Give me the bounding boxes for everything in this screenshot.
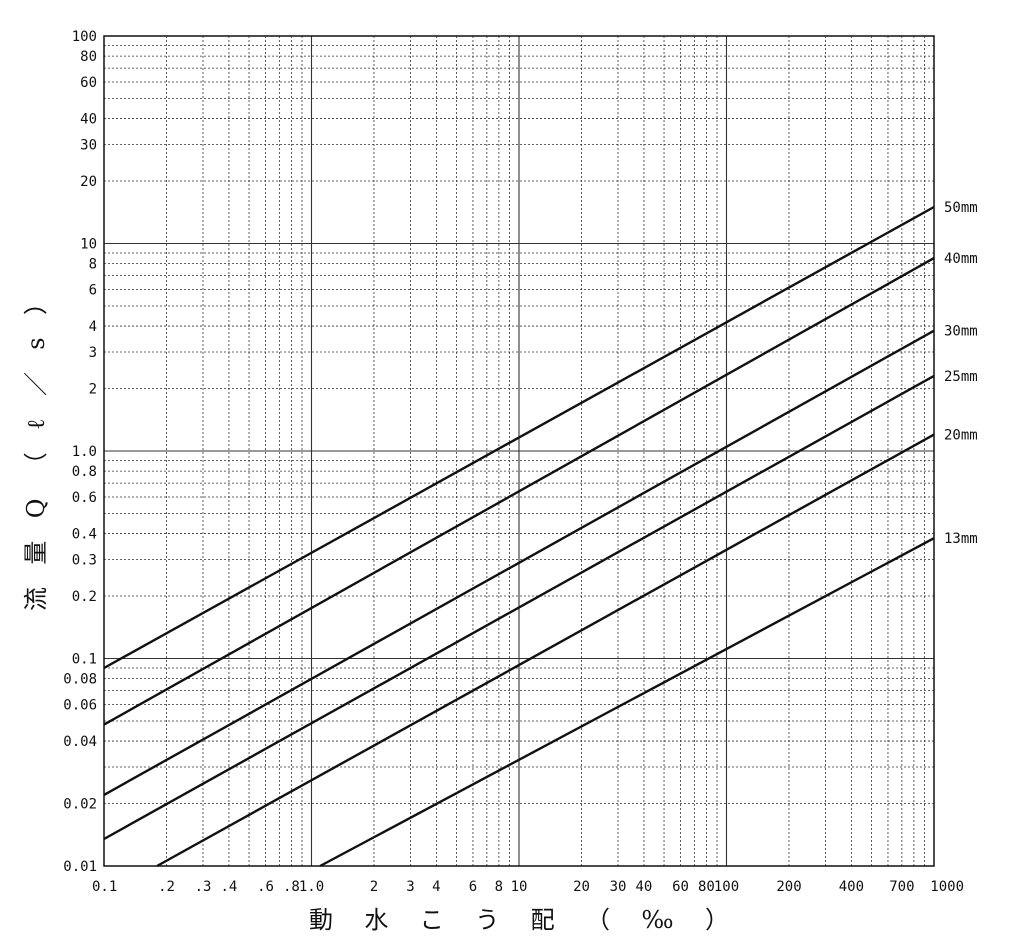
y-tick-label: 2 [89,382,97,398]
x-tick-label: .4 [220,879,237,895]
x-tick-label: 8 [495,879,503,895]
y-tick-label: 0.08 [63,672,97,688]
series-line-25mm [103,374,935,841]
y-axis-title: 流量Q（ℓ／s） [22,291,50,611]
x-tick-label: 3 [406,879,414,895]
y-tick-label: 80 [80,49,97,65]
series-line-20mm [156,433,935,868]
series-label-20mm: 20mm [944,428,978,444]
x-tick-label: 80 [698,879,715,895]
x-tick-label: 700 [889,879,914,895]
y-tick-label: 10 [80,237,97,253]
series-line-50mm [103,205,935,670]
x-tick-label: 0.1 [92,879,117,895]
y-tick-label: 0.2 [72,589,97,605]
series-label-30mm: 30mm [944,324,978,340]
x-tick-label: 400 [839,879,864,895]
x-tick-label: 1.0 [299,879,324,895]
series-label-50mm: 50mm [944,200,978,216]
x-axis-title: 動水こう配（‰） [309,906,729,934]
x-tick-label: 2 [370,879,378,895]
x-tick-label: .8 [283,879,300,895]
y-tick-label: 0.6 [72,490,97,506]
series-label-25mm: 25mm [944,369,978,385]
x-tick-label: 10 [511,879,528,895]
y-tick-label: 0.8 [72,464,97,480]
x-tick-label: 4 [432,879,440,895]
y-tick-label: 30 [80,138,97,154]
y-tick-label: 4 [89,319,97,335]
y-tick-labels: 0.01 0.02 0.04 0.06 0.08 0.1 0.2 0.3 0.4 0.6 0.8 1.… [63,29,97,875]
grid-lines [104,36,934,866]
y-tick-label: 0.4 [72,527,97,543]
y-tick-label: 100 [72,29,97,45]
x-tick-label: 30 [610,879,627,895]
x-tick-label: .3 [195,879,212,895]
y-tick-label: 0.01 [63,859,97,875]
x-tick-label: 200 [776,879,801,895]
y-tick-label: 8 [89,257,97,273]
y-tick-label: 1.0 [72,444,97,460]
y-tick-label: 0.02 [63,797,97,813]
y-tick-label: 0.3 [72,553,97,569]
plot-frame [103,35,935,867]
x-tick-label: 60 [672,879,689,895]
y-tick-label: 40 [80,112,97,128]
y-tick-label: 6 [89,283,97,299]
x-tick-label: .6 [257,879,274,895]
x-tick-label: 100 [714,879,739,895]
y-tick-label: 60 [80,75,97,91]
series-labels: 50mm 40mm 30mm 25mm 20mm 13mm [944,200,978,547]
series-line-13mm [319,537,935,868]
x-tick-label: 20 [573,879,590,895]
y-tick-label: 0.1 [72,652,97,668]
x-tick-label: 40 [635,879,652,895]
x-tick-label: 6 [469,879,477,895]
series-lines [103,205,935,868]
series-line-30mm [103,329,935,796]
y-tick-label: 20 [80,174,97,190]
y-tick-label: 0.04 [63,734,97,750]
x-tick-label: .2 [158,879,175,895]
series-label-40mm: 40mm [944,251,978,267]
series-line-40mm [103,257,935,726]
y-tick-label: 0.06 [63,698,97,714]
x-tick-labels: 0.1 .2 .3 .4 .6 .8 1.0 2 3 4 6 8 10 20 30 40 60 80 100 200 4… [92,879,964,895]
series-label-13mm: 13mm [944,531,978,547]
x-tick-label: 1000 [930,879,964,895]
y-tick-label: 3 [89,345,97,361]
